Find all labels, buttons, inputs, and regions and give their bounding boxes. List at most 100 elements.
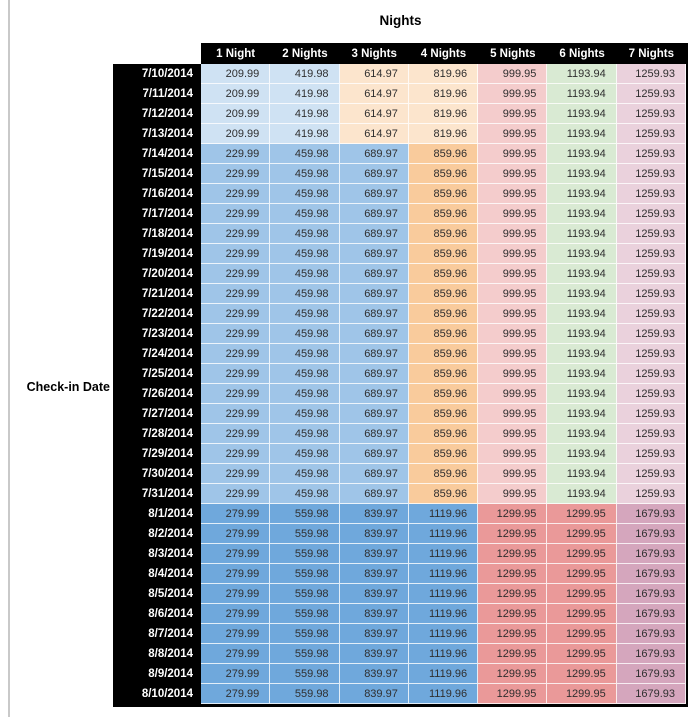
price-cell: 859.96 (408, 364, 479, 384)
price-cell: 229.99 (201, 264, 271, 284)
price-cell: 1259.93 (616, 84, 686, 104)
price-cell: 1299.95 (478, 684, 548, 704)
price-cell: 839.97 (339, 684, 409, 704)
price-cell: 839.97 (339, 604, 409, 624)
price-cell: 1259.93 (616, 364, 686, 384)
price-cell: 999.95 (478, 484, 548, 504)
price-cell: 1259.93 (616, 224, 686, 244)
column-header: 3 Nights (339, 43, 409, 64)
price-cell: 1299.95 (478, 644, 548, 664)
price-cell: 999.95 (478, 284, 548, 304)
price-cell: 1193.94 (547, 144, 617, 164)
price-cell: 559.98 (270, 684, 340, 704)
price-cell: 1193.94 (547, 444, 617, 464)
price-cell: 1119.96 (408, 624, 479, 644)
price-cell: 419.98 (270, 124, 340, 144)
price-cell: 689.97 (339, 144, 409, 164)
price-cell: 1299.95 (478, 544, 548, 564)
price-cell: 1119.96 (408, 544, 479, 564)
price-cell: 459.98 (270, 324, 340, 344)
price-cell: 839.97 (339, 564, 409, 584)
price-cell: 1119.96 (408, 524, 479, 544)
column-header: 5 Nights (478, 43, 548, 64)
price-cell: 559.98 (270, 644, 340, 664)
price-cell: 614.97 (339, 84, 409, 104)
price-cell: 999.95 (478, 164, 548, 184)
price-cell: 459.98 (270, 164, 340, 184)
price-cell: 859.96 (408, 424, 479, 444)
price-cell: 819.96 (408, 104, 479, 124)
price-cell: 839.97 (339, 624, 409, 644)
price-cell: 1193.94 (547, 384, 617, 404)
price-cell: 1259.93 (616, 184, 686, 204)
date-cell: 7/10/2014 (113, 64, 201, 84)
price-cell: 1193.94 (547, 304, 617, 324)
price-cell: 1193.94 (547, 424, 617, 444)
price-cell: 1299.95 (478, 624, 548, 644)
price-cell: 999.95 (478, 404, 548, 424)
price-cell: 999.95 (478, 464, 548, 484)
price-cell: 1119.96 (408, 664, 479, 684)
price-cell: 1299.95 (478, 664, 548, 684)
price-cell: 1259.93 (616, 104, 686, 124)
price-cell: 859.96 (408, 324, 479, 344)
price-cell: 1193.94 (547, 104, 617, 124)
price-cell: 229.99 (201, 244, 271, 264)
price-cell: 279.99 (201, 524, 271, 544)
price-cell: 1299.95 (547, 584, 617, 604)
price-cell: 559.98 (270, 564, 340, 584)
price-cell: 1299.95 (547, 684, 617, 704)
price-cell: 1259.93 (616, 164, 686, 184)
date-cell: 8/6/2014 (113, 604, 201, 624)
price-cell: 559.98 (270, 664, 340, 684)
table-title: Nights (379, 13, 422, 28)
price-cell: 459.98 (270, 144, 340, 164)
price-cell: 209.99 (201, 104, 271, 124)
price-cell: 229.99 (201, 344, 271, 364)
price-cell: 839.97 (339, 584, 409, 604)
price-cell: 839.97 (339, 524, 409, 544)
price-cell: 229.99 (201, 484, 271, 504)
date-cell: 7/24/2014 (113, 344, 201, 364)
price-cell: 999.95 (478, 224, 548, 244)
price-cell: 229.99 (201, 184, 271, 204)
price-cell: 1679.93 (616, 584, 686, 604)
price-cell: 999.95 (478, 424, 548, 444)
date-cell: 7/14/2014 (113, 144, 201, 164)
price-cell: 689.97 (339, 324, 409, 344)
price-cell: 229.99 (201, 144, 271, 164)
date-cell: 8/2/2014 (113, 524, 201, 544)
price-cell: 229.99 (201, 384, 271, 404)
price-cell: 1299.95 (478, 564, 548, 584)
price-cell: 1679.93 (616, 604, 686, 624)
price-cell: 859.96 (408, 484, 479, 504)
price-cell: 229.99 (201, 224, 271, 244)
price-cell: 839.97 (339, 544, 409, 564)
price-cell: 819.96 (408, 124, 479, 144)
price-cell: 1299.95 (547, 504, 617, 524)
price-cell: 689.97 (339, 404, 409, 424)
price-cell: 1299.95 (478, 604, 548, 624)
price-cell: 689.97 (339, 264, 409, 284)
price-cell: 459.98 (270, 364, 340, 384)
price-cell: 559.98 (270, 584, 340, 604)
date-cell: 7/25/2014 (113, 364, 201, 384)
price-cell: 689.97 (339, 164, 409, 184)
price-cell: 1193.94 (547, 284, 617, 304)
price-cell: 1299.95 (547, 604, 617, 624)
price-cell: 1299.95 (547, 564, 617, 584)
price-cell: 459.98 (270, 224, 340, 244)
price-cell: 859.96 (408, 204, 479, 224)
price-cell: 459.98 (270, 244, 340, 264)
price-cell: 1193.94 (547, 404, 617, 424)
price-cell: 689.97 (339, 284, 409, 304)
price-cell: 279.99 (201, 604, 271, 624)
price-cell: 689.97 (339, 444, 409, 464)
column-header: 4 Nights (408, 43, 479, 64)
price-cell: 859.96 (408, 264, 479, 284)
date-cell: 7/16/2014 (113, 184, 201, 204)
date-cell: 8/7/2014 (113, 624, 201, 644)
price-cell: 1299.95 (547, 544, 617, 564)
price-cell: 1193.94 (547, 84, 617, 104)
date-cell: 7/28/2014 (113, 424, 201, 444)
